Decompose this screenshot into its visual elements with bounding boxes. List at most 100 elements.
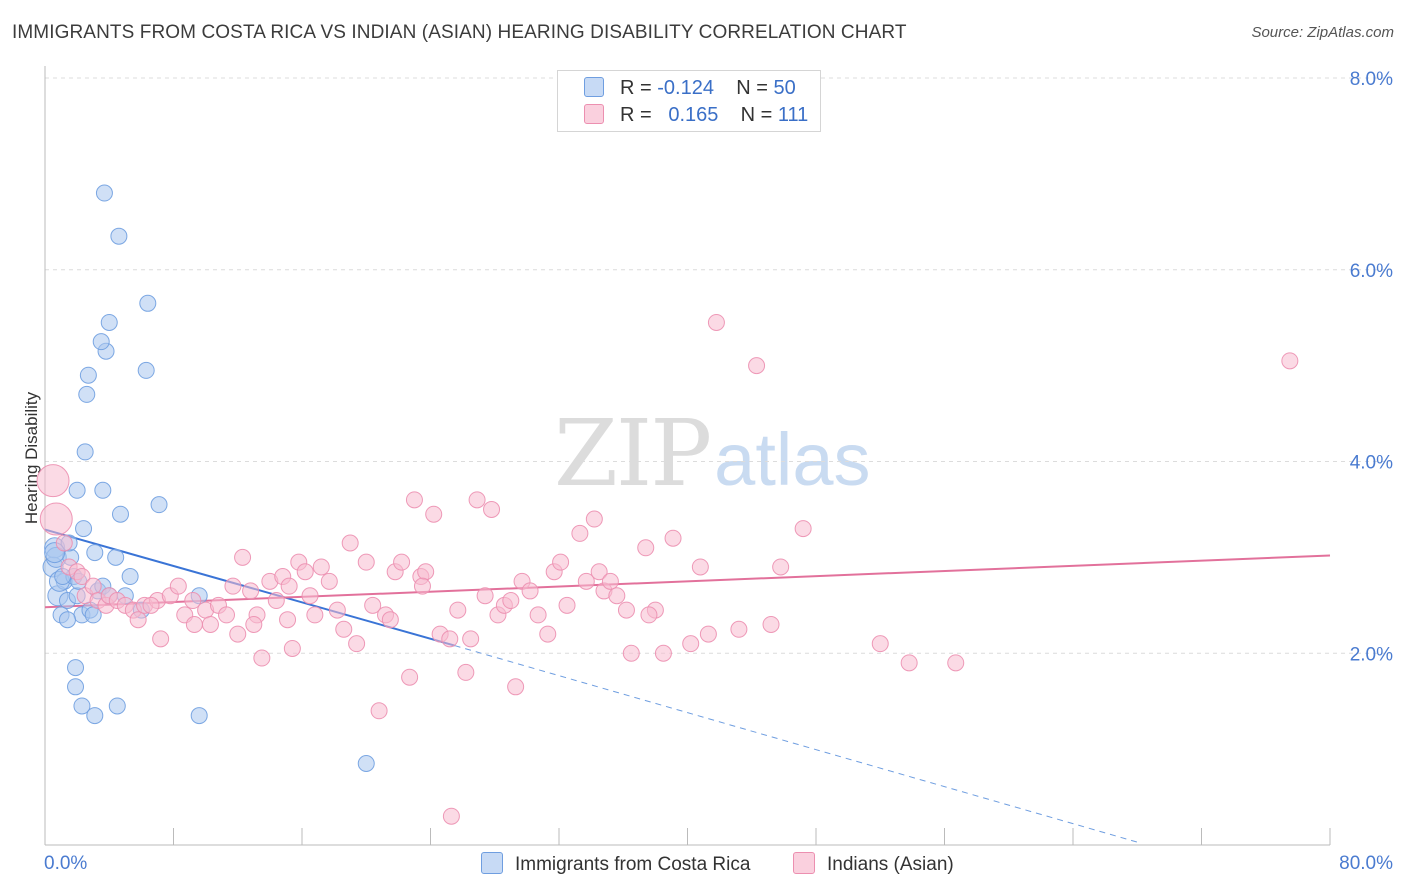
point-indian (328, 601, 346, 619)
point-indian (608, 587, 626, 605)
y-tick-label: 2.0% (1350, 644, 1393, 665)
axes (44, 66, 1331, 846)
chart-title: IMMIGRANTS FROM COSTA RICA VS INDIAN (AS… (12, 22, 907, 43)
gridlines (45, 77, 1390, 654)
watermark: ZIPatlas (554, 400, 870, 507)
point-indian (637, 539, 655, 557)
point-indian (552, 553, 570, 571)
point-indian (577, 572, 595, 590)
point-indian (73, 568, 91, 586)
point-indian (585, 510, 603, 528)
point-indian (413, 577, 431, 595)
stats-legend: R = -0.124 N = 50 R = 0.165 N = 111 (557, 70, 821, 132)
point-indian (36, 464, 70, 498)
point-indian (590, 563, 608, 581)
point-indian (483, 500, 501, 518)
watermark-zip: ZIP (554, 400, 712, 507)
y-tick-label: 6.0% (1350, 261, 1393, 282)
point-costa-rica (108, 697, 126, 715)
watermark-atlas: atlas (714, 418, 871, 501)
point-indian (571, 524, 589, 542)
point-costa-rica (121, 568, 139, 586)
point-indian (229, 625, 247, 643)
point-costa-rica (73, 697, 91, 715)
point-indian (617, 601, 635, 619)
point-indian (425, 505, 443, 523)
y-tick-label: 4.0% (1350, 453, 1393, 474)
point-indian (142, 596, 160, 614)
legend-swatch-indian (584, 104, 604, 124)
point-indian (348, 635, 366, 653)
point-indian (296, 563, 314, 581)
point-costa-rica (190, 707, 208, 725)
point-costa-rica (110, 227, 128, 245)
legend-r-label: R = (620, 104, 652, 126)
legend-row-indian: R = 0.165 N = 111 (584, 104, 808, 126)
point-indian (682, 635, 700, 653)
point-indian (529, 606, 547, 624)
point-indian (417, 563, 435, 581)
bottom-legend-swatch-indian (793, 852, 815, 874)
point-indian (253, 649, 271, 667)
tick-labels: 2.0% 4.0% 6.0% 8.0% 0.0% 80.0% (44, 69, 1393, 874)
point-indian (218, 606, 236, 624)
point-indian (184, 592, 202, 610)
point-indian (320, 572, 338, 590)
point-indian (185, 615, 203, 633)
point-indian (84, 577, 102, 595)
point-indian (462, 630, 480, 648)
point-costa-rica (95, 184, 113, 202)
point-costa-rica (86, 707, 104, 725)
point-indian (730, 620, 748, 638)
y-tick-label: 8.0% (1350, 69, 1393, 90)
point-costa-rica (68, 481, 86, 499)
point-costa-rica (67, 678, 85, 696)
bottom-legend-label-indian: Indians (Asian) (827, 854, 954, 875)
trend-line-costa-rica-extension (454, 645, 1138, 843)
point-indian (306, 606, 324, 624)
point-indian (364, 596, 382, 614)
point-indian (900, 654, 918, 672)
point-indian (169, 577, 187, 595)
point-indian (794, 520, 812, 538)
point-indian (401, 668, 419, 686)
point-indian (699, 625, 717, 643)
point-costa-rica (100, 313, 118, 331)
x-tick-label: 0.0% (44, 853, 87, 874)
legend-n-value: 111 (777, 104, 809, 126)
legend-r-value: -0.124 (657, 77, 714, 99)
point-costa-rica (107, 548, 125, 566)
point-indian (871, 635, 889, 653)
point-indian (357, 553, 375, 571)
point-indian (283, 639, 301, 657)
point-indian (468, 491, 486, 509)
point-indian (335, 620, 353, 638)
point-indian (39, 502, 73, 536)
point-costa-rica (92, 333, 110, 351)
point-indian (224, 577, 242, 595)
point-costa-rica (76, 443, 94, 461)
point-indian (521, 582, 539, 600)
point-indian (1281, 352, 1299, 370)
legend-n-label: N = (740, 104, 773, 126)
legend-r-value: 0.165 (668, 104, 719, 126)
point-costa-rica (94, 481, 112, 499)
point-indian (691, 558, 709, 576)
point-indian (748, 357, 766, 375)
point-indian (55, 534, 73, 552)
point-indian (476, 587, 494, 605)
point-indian (640, 606, 658, 624)
bottom-legend-costa-rica: Immigrants from Costa Rica (481, 852, 750, 876)
point-indian (341, 534, 359, 552)
point-indian (393, 553, 411, 571)
legend-n-label: N = (736, 77, 768, 99)
point-indian (622, 644, 640, 662)
point-indian (601, 572, 619, 590)
point-indian (539, 625, 557, 643)
bottom-legend-indian: Indians (Asian) (793, 852, 954, 876)
point-costa-rica (111, 505, 129, 523)
point-costa-rica (137, 361, 155, 379)
bottom-legend-label-costa-rica: Immigrants from Costa Rica (515, 854, 751, 875)
point-costa-rica (75, 520, 93, 538)
point-indian (441, 630, 459, 648)
